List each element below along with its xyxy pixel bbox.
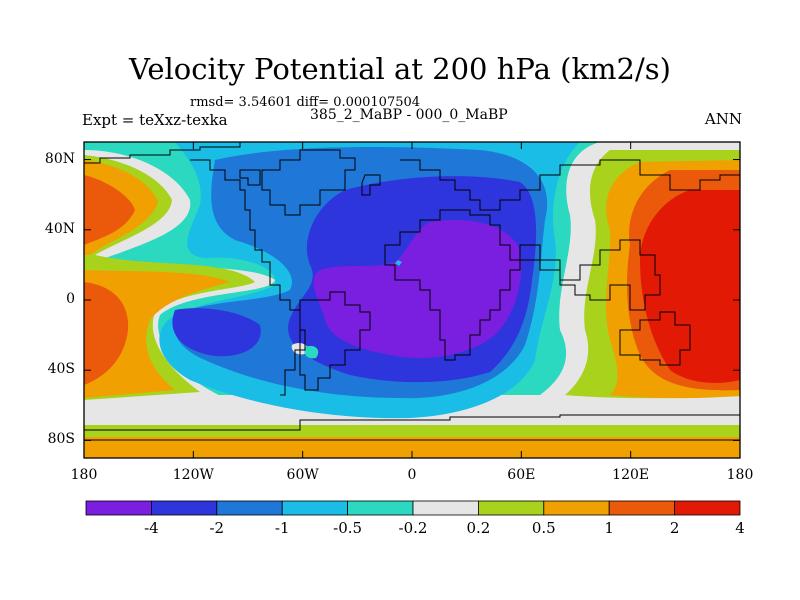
x-tick-label: 60E xyxy=(507,467,536,483)
colorbar-box xyxy=(477,500,545,516)
x-tick-marks xyxy=(83,142,741,458)
colorbar-box xyxy=(543,500,610,516)
colorbar-label: 0.5 xyxy=(531,519,556,537)
plot-title: Velocity Potential at 200 hPa (km2/s) xyxy=(129,52,671,86)
case-label: 385_2_MaBP - 000_0_MaBP xyxy=(310,107,508,123)
contour-fill xyxy=(84,282,129,385)
colorbar-box xyxy=(85,500,152,516)
coastline xyxy=(261,149,356,216)
colorbar-box xyxy=(674,500,741,516)
coastline xyxy=(84,414,740,431)
rmsd-diff-stats: rmsd= 3.54601 diff= 0.000107504 xyxy=(190,95,421,110)
x-tick-label: 120E xyxy=(612,467,650,483)
coastline xyxy=(619,311,691,366)
coastline xyxy=(384,209,521,361)
contour-fill xyxy=(172,308,261,357)
filled-contours xyxy=(84,142,740,458)
y-tick-label: 40N xyxy=(44,220,75,237)
colorbar-box xyxy=(150,500,218,516)
coastline xyxy=(84,142,241,164)
x-tick-label: 180 xyxy=(726,467,754,483)
coastline xyxy=(400,159,740,211)
contour-fill xyxy=(84,175,135,245)
coastlines xyxy=(84,142,740,441)
colorbar-box xyxy=(347,500,414,516)
coastline xyxy=(190,159,306,396)
colorbar-box xyxy=(281,500,349,516)
colorbar-label: -2 xyxy=(209,519,225,537)
y-tick-label: 80S xyxy=(47,431,75,448)
colorbar-label: 1 xyxy=(604,519,614,537)
colorbar-box xyxy=(412,500,479,516)
colorbar-label: -0.2 xyxy=(398,519,428,537)
x-tick-label: 120W xyxy=(172,467,214,483)
coastline xyxy=(361,174,381,196)
contour-fill xyxy=(304,345,319,359)
colorbar-label: -0.5 xyxy=(333,519,363,537)
colorbar-box xyxy=(608,500,676,516)
contour-fill xyxy=(395,260,402,266)
contour-fill xyxy=(640,190,740,383)
colorbar xyxy=(85,500,741,516)
coastline xyxy=(239,169,261,186)
coastline xyxy=(299,291,371,391)
colorbar-label: 2 xyxy=(669,519,680,537)
experiment-label: Expt = teXxz-texka xyxy=(82,111,228,129)
y-tick-label: 80N xyxy=(44,150,75,167)
colorbar-box xyxy=(216,500,283,516)
x-tick-label: 180 xyxy=(70,467,98,483)
y-tick-label: 0 xyxy=(66,291,75,307)
colorbar-label: -4 xyxy=(144,519,159,537)
y-tick-marks xyxy=(84,159,740,441)
season-label: ANN xyxy=(704,110,742,128)
contour-fill xyxy=(84,437,740,458)
coastline xyxy=(519,239,661,311)
colorbar-label: 0.2 xyxy=(466,519,491,537)
contour-fill xyxy=(313,219,522,359)
colorbar-label: -1 xyxy=(274,519,290,537)
y-tick-label: 40S xyxy=(47,361,75,378)
colorbar-label: 4 xyxy=(735,519,745,537)
x-tick-label: 0 xyxy=(407,467,417,483)
x-tick-label: 60W xyxy=(286,467,319,483)
